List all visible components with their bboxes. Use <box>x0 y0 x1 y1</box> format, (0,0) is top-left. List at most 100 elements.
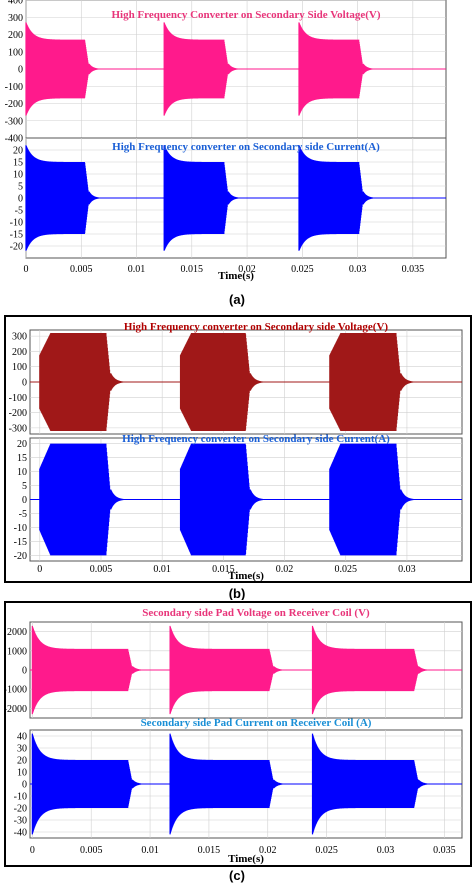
waveform-burst <box>311 625 433 715</box>
x-tick-label: 0.02 <box>238 264 256 275</box>
x-tick-label: 0.005 <box>80 845 103 856</box>
x-tick-label: 0 <box>37 564 42 575</box>
y-tick-label: 0 <box>22 780 27 791</box>
y-tick-label: 100 <box>8 47 23 58</box>
waveform-burst <box>179 443 266 556</box>
x-tick-label: 0.03 <box>377 845 395 856</box>
y-tick-label: -10 <box>10 218 23 229</box>
y-tick-label: 0 <box>22 378 27 389</box>
y-tick-label: -40 <box>14 828 27 839</box>
subplot-title: Secondary side Pad Current on Receiver C… <box>141 717 372 729</box>
x-tick-label: 0.005 <box>90 564 113 575</box>
y-tick-label: 20 <box>17 439 27 450</box>
y-tick-label: 300 <box>8 13 23 24</box>
y-tick-label: 5 <box>22 481 27 492</box>
x-tick-label: 0.025 <box>315 845 338 856</box>
y-tick-label: -10 <box>14 792 27 803</box>
x-axis-label: Time(s) <box>228 853 264 865</box>
x-tick-label: 0.01 <box>141 845 159 856</box>
y-tick-label: -15 <box>14 537 27 548</box>
x-tick-label: 0 <box>30 845 35 856</box>
chart-frame <box>4 315 472 583</box>
waveform-burst <box>179 333 266 431</box>
y-tick-label: 30 <box>17 744 27 755</box>
chart-frame <box>4 601 472 867</box>
y-tick-label: 2000 <box>7 627 27 638</box>
waveform-burst <box>169 733 289 835</box>
waveform-burst <box>39 333 127 431</box>
waveform-burst <box>39 443 127 556</box>
y-tick-label: 20 <box>13 146 23 157</box>
y-tick-label: 0 <box>22 666 27 677</box>
y-tick-label: -400 <box>5 134 23 145</box>
waveform-burst <box>163 145 243 251</box>
subplot-title: High Frequency converter on Secondary si… <box>124 321 389 333</box>
y-tick-label: 15 <box>17 453 27 464</box>
y-tick-label: 40 <box>17 732 27 743</box>
waveform-burst <box>329 333 417 431</box>
x-tick-label: 0.015 <box>212 564 235 575</box>
x-tick-label: 0.035 <box>433 845 456 856</box>
x-tick-label: 0.02 <box>276 564 294 575</box>
waveform-burst <box>25 145 103 251</box>
y-tick-label: 400 <box>8 0 23 7</box>
x-axis-label: Time(s) <box>228 570 264 582</box>
y-tick-label: -2000 <box>4 704 27 715</box>
y-tick-label: 5 <box>18 182 23 193</box>
caption-a: (a) <box>229 292 245 307</box>
x-axis-label: Time(s) <box>218 270 254 282</box>
waveform-burst <box>311 733 433 835</box>
x-tick-label: 0.03 <box>349 264 367 275</box>
x-tick-label: 0.005 <box>70 264 93 275</box>
x-tick-label: 0.01 <box>128 264 146 275</box>
y-tick-label: 20 <box>17 756 27 767</box>
subplot-title: High Frequency converter on Secondary si… <box>122 433 390 445</box>
y-tick-label: -300 <box>9 423 27 434</box>
caption-b: (b) <box>228 586 246 601</box>
y-tick-label: 100 <box>12 362 27 373</box>
y-tick-label: -5 <box>19 509 27 520</box>
y-tick-label: -30 <box>14 816 27 827</box>
y-tick-label: -10 <box>14 523 27 534</box>
y-tick-label: 1000 <box>7 646 27 657</box>
waveform-burst <box>298 22 377 116</box>
y-tick-label: 10 <box>17 768 27 779</box>
y-tick-label: -300 <box>5 116 23 127</box>
waveform-burst <box>31 625 147 715</box>
y-tick-label: 10 <box>17 467 27 478</box>
subplot-title: Secondary side Pad Voltage on Receiver C… <box>142 607 370 619</box>
subplot-title: High Frequency converter on Secondary si… <box>112 141 380 153</box>
y-tick-label: 0 <box>18 65 23 76</box>
y-tick-label: 15 <box>13 158 23 169</box>
x-tick-label: 0.015 <box>181 264 204 275</box>
x-tick-label: 0.025 <box>334 564 357 575</box>
y-tick-label: -200 <box>9 408 27 419</box>
y-tick-label: -200 <box>5 99 23 110</box>
y-tick-label: 200 <box>8 30 23 41</box>
subplot-title: High Frequency Converter on Secondary Si… <box>111 9 380 21</box>
x-tick-label: 0.03 <box>398 564 416 575</box>
y-tick-label: 0 <box>18 194 23 205</box>
chart-panel-b: 300 200 100 0 -100 -200 -300 High Frequency con… <box>0 314 474 584</box>
y-tick-label: -1000 <box>4 685 27 696</box>
chart-panel-a: 400 300 200 100 0 -100 -200 -300 -400 High Freque… <box>0 0 474 282</box>
caption-c: (c) <box>229 868 245 883</box>
y-tick-label: 200 <box>12 347 27 358</box>
y-tick-label: -20 <box>14 804 27 815</box>
y-tick-label: -100 <box>9 393 27 404</box>
chart-panel-c: 2000 1000 0 -1000 -2000 Secondary side Pad Vo… <box>0 600 474 868</box>
y-tick-label: 10 <box>13 170 23 181</box>
x-tick-label: 0 <box>24 264 29 275</box>
x-tick-label: 0.015 <box>198 845 221 856</box>
y-tick-label: 0 <box>22 495 27 506</box>
x-tick-label: 0.025 <box>291 264 314 275</box>
waveform-burst <box>31 733 147 835</box>
waveform-burst <box>163 22 243 116</box>
y-tick-label: 300 <box>12 332 27 343</box>
waveform-burst <box>298 145 377 251</box>
waveform-burst <box>169 625 289 715</box>
waveform-burst <box>25 22 103 116</box>
